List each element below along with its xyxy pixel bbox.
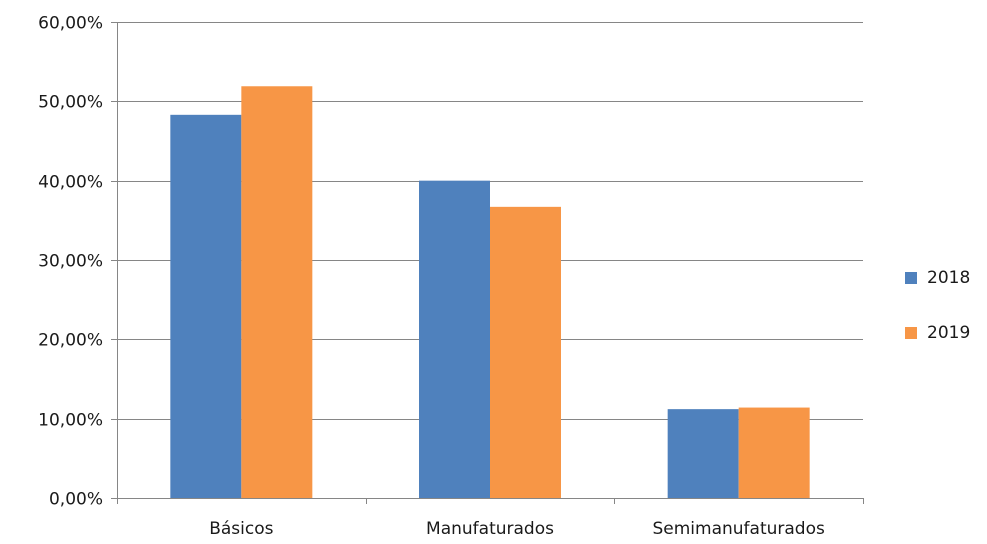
category-label: Manufaturados bbox=[426, 519, 554, 539]
y-tick-labels: 0,00% 10,00% 20,00% 30,00% 40,00% 50,00% 60,00… bbox=[38, 14, 103, 510]
y-tick-label: 50,00% bbox=[38, 93, 103, 113]
bar-2018-0 bbox=[170, 114, 242, 498]
legend-label: 2019 bbox=[927, 323, 970, 343]
legend-label: 2018 bbox=[927, 268, 970, 288]
bar-2018-1 bbox=[419, 180, 490, 498]
category-labels: Básicos Manufaturados Semimanufaturados bbox=[209, 519, 825, 539]
bar-2019-0 bbox=[241, 86, 313, 498]
y-tick-label: 0,00% bbox=[49, 490, 103, 510]
bars bbox=[170, 86, 810, 498]
legend-swatch-2019 bbox=[905, 327, 917, 339]
y-tick-label: 10,00% bbox=[38, 411, 103, 431]
axes bbox=[111, 22, 864, 504]
bar-2018-2 bbox=[667, 409, 739, 498]
legend: 2018 2019 bbox=[905, 268, 970, 343]
y-tick-label: 30,00% bbox=[38, 252, 103, 272]
legend-swatch-2018 bbox=[905, 272, 917, 284]
bar-2019-2 bbox=[738, 407, 810, 498]
category-label: Básicos bbox=[209, 519, 273, 539]
y-tick-label: 20,00% bbox=[38, 331, 103, 351]
y-tick-label: 60,00% bbox=[38, 14, 103, 34]
bar-2019-1 bbox=[490, 206, 561, 498]
y-tick-label: 40,00% bbox=[38, 173, 103, 193]
category-label: Semimanufaturados bbox=[652, 519, 825, 539]
